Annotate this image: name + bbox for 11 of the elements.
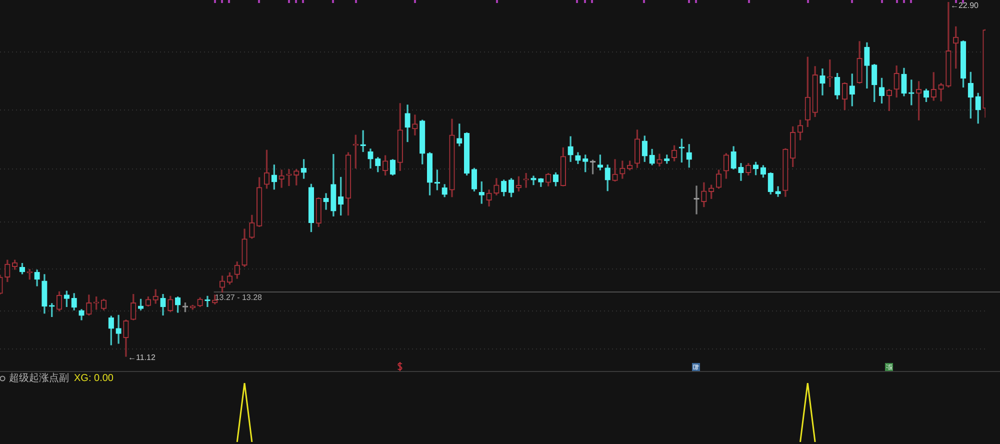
- candlestick: [775, 186, 781, 197]
- candlestick: [278, 170, 284, 188]
- chart-title: 超级起涨点副: [9, 373, 69, 384]
- candlestick: [412, 114, 418, 136]
- text: XG: 0.00: [74, 373, 114, 384]
- candlestick: [323, 193, 329, 210]
- candlestick: [530, 176, 536, 186]
- ref-line-label: 13.27 - 13.28: [214, 293, 263, 302]
- annotation: ←11.12: [128, 352, 156, 362]
- annotation: ←22.90: [950, 1, 980, 10]
- candlestick: [116, 314, 122, 344]
